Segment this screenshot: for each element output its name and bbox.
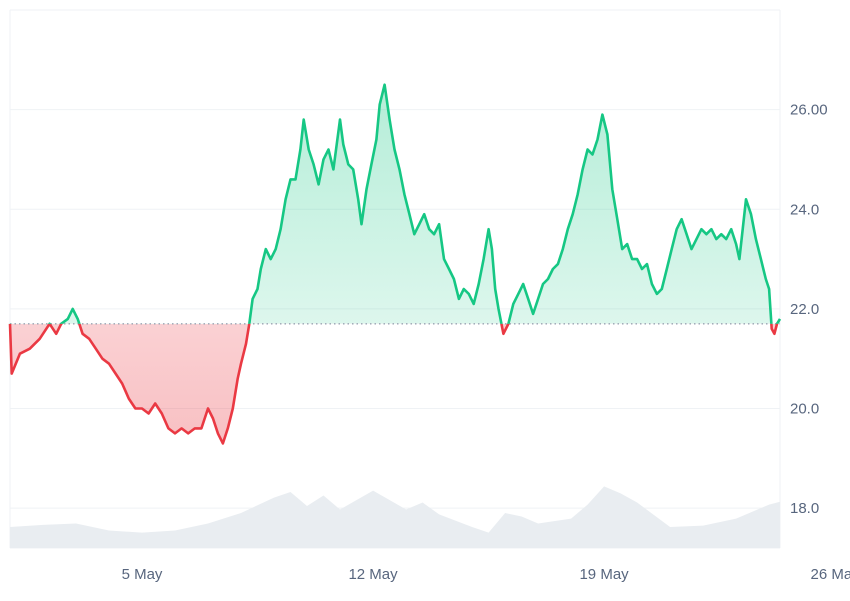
y-tick-label: 20.0 [790,401,819,418]
x-tick-label: 12 May [348,566,398,583]
area-fill-below-baseline [10,323,777,444]
price-line-above-baseline [9,83,782,324]
area-fill-above-baseline [10,84,780,324]
price-line-below-baseline [8,323,779,445]
volume-shape [10,486,780,548]
y-tick-label: 24.0 [790,201,819,218]
x-tick-label: 19 May [579,566,629,583]
y-axis: 18.0 20.0 22.0 24.0 26.00 [790,102,828,518]
volume-area [10,486,780,548]
y-tick-label: 22.0 [790,301,819,318]
y-tick-label: 26.00 [790,102,828,119]
y-tick-label: 18.0 [790,500,819,517]
x-tick-label: 5 May [122,566,163,583]
x-axis: 5 May 12 May 19 May 26 May [122,566,850,583]
x-tick-label: 26 May [811,566,850,583]
